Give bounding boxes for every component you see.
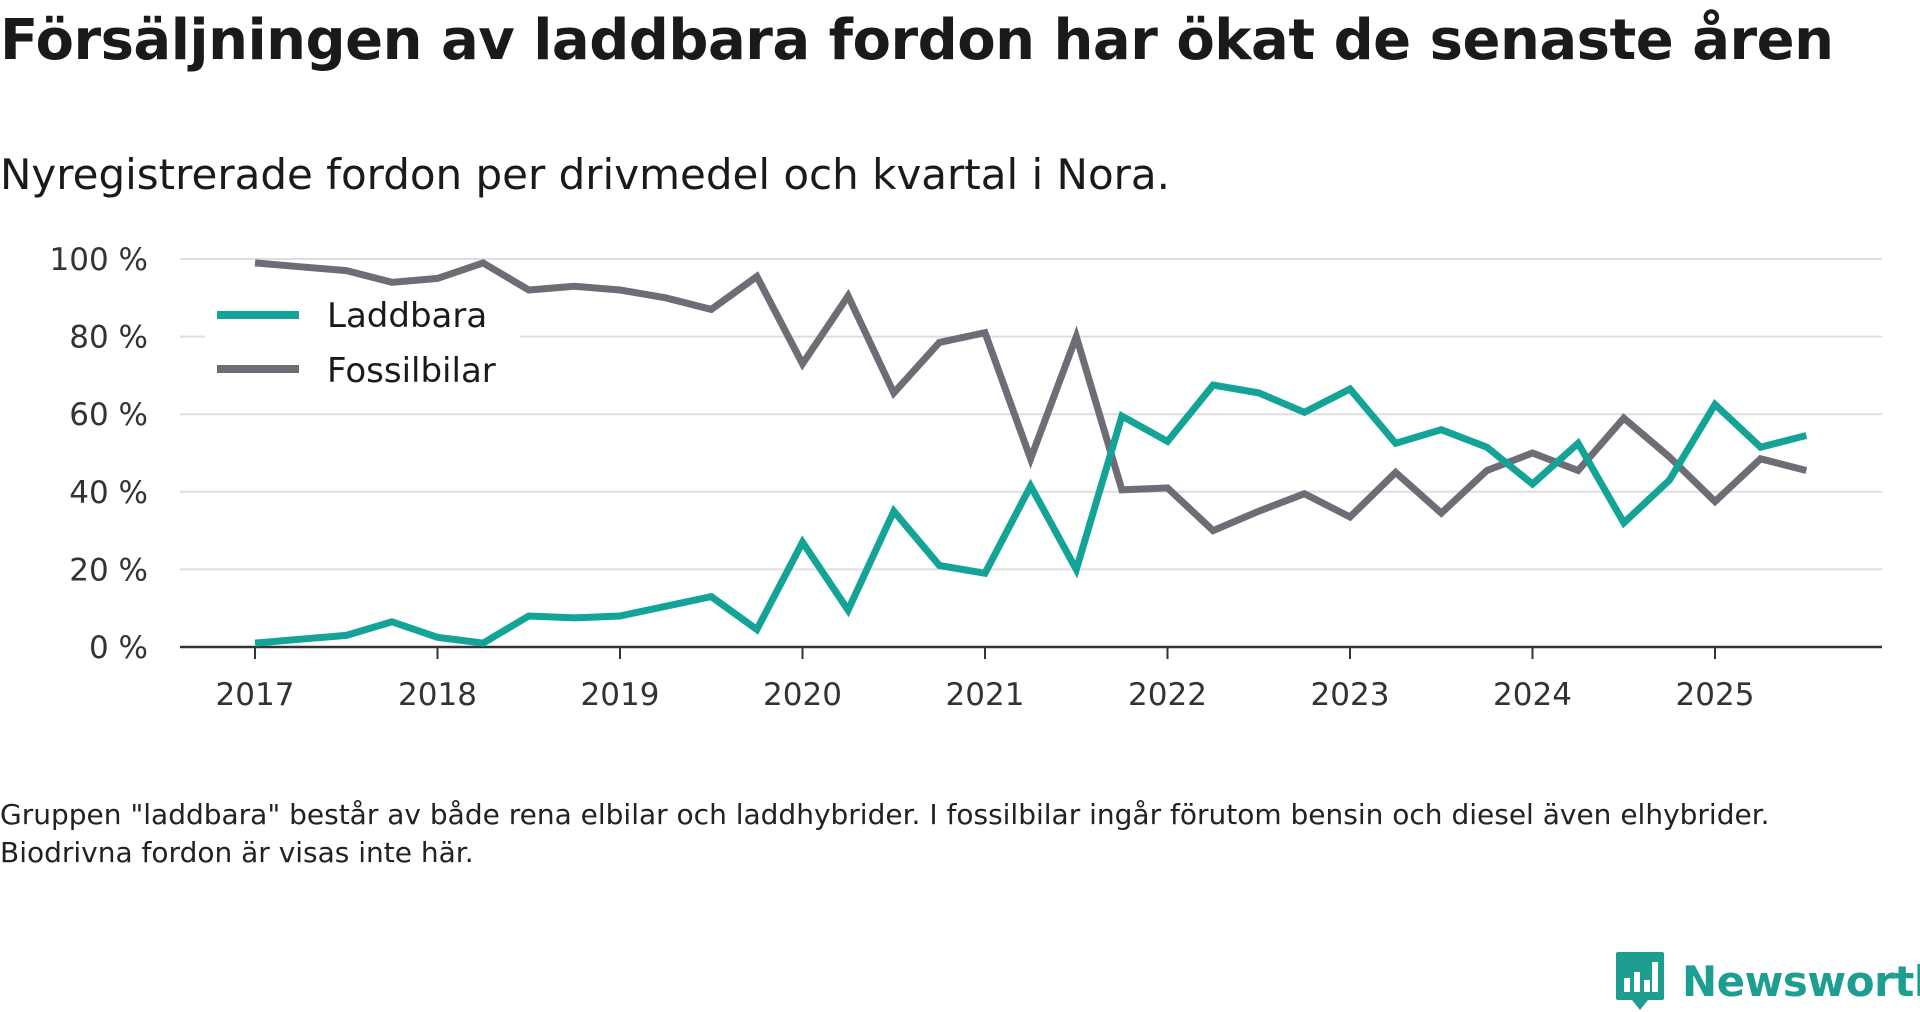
newsworthy-logo-icon <box>1616 952 1664 1010</box>
x-tick-label: 2022 <box>1128 677 1207 713</box>
y-tick-label: 20 % <box>69 552 148 588</box>
legend: Laddbara Fossilbilar <box>205 290 520 408</box>
x-tick-label: 2019 <box>581 677 660 713</box>
x-tick-label: 2021 <box>946 677 1025 713</box>
x-axis: 2017 2018 2019 2020 2021 2022 2023 2024 2025 <box>180 645 1882 713</box>
legend-label-laddbara: Laddbara <box>327 296 487 336</box>
y-tick-label: 100 % <box>50 242 148 278</box>
series-line-fossilbilar <box>254 259 1808 535</box>
chart-title: Försäljningen av laddbara fordon har öka… <box>0 8 1834 73</box>
y-tick-label: 0 % <box>89 630 148 666</box>
x-tick-label: 2017 <box>216 677 295 713</box>
y-tick-label: 80 % <box>69 320 148 356</box>
series-lines <box>254 259 1808 647</box>
legend-label-fossilbilar: Fossilbilar <box>327 351 496 391</box>
x-tick-label: 2023 <box>1311 677 1390 713</box>
legend-background <box>205 290 520 408</box>
y-tick-label: 40 % <box>69 475 148 511</box>
series-line-laddbara <box>254 381 1808 647</box>
newsworthy-logo: Newsworthy <box>1614 950 1920 1012</box>
x-tick-label: 2025 <box>1676 677 1755 713</box>
chart-footnote: Gruppen "laddbara" består av både rena e… <box>0 798 1770 869</box>
y-tick-label: 60 % <box>69 397 148 433</box>
x-tick-label: 2018 <box>398 677 477 713</box>
x-tick-label: 2020 <box>763 677 842 713</box>
x-tick-label: 2024 <box>1493 677 1572 713</box>
y-axis-ticks: 0 % 20 % 40 % 60 % 80 % 100 % <box>50 242 148 666</box>
chart-subtitle: Nyregistrerade fordon per drivmedel och … <box>0 150 1171 199</box>
brand-name: Newsworthy <box>1682 956 1920 1006</box>
